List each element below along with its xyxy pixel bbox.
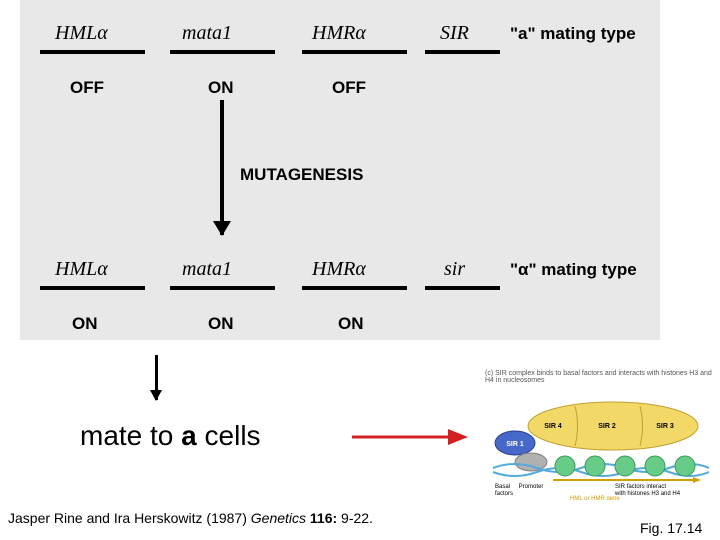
side-text-2: with histones H3 and H4 xyxy=(614,491,681,497)
mate-text-suffix: cells xyxy=(197,420,261,451)
genetics-diagram-panel: HMLα mata1 HMRα SIR "a" mating type OFF … xyxy=(20,0,660,340)
chromosome-seg-top-2 xyxy=(170,50,275,54)
state-top-1: OFF xyxy=(70,78,104,98)
state-top-2: ON xyxy=(208,78,234,98)
locus-sir-top: SIR xyxy=(440,22,469,45)
result-arrow xyxy=(155,355,158,400)
sir3-label: SIR 3 xyxy=(656,423,674,430)
nucleosome-4 xyxy=(645,456,665,476)
nucleosome-5 xyxy=(675,456,695,476)
state-top-3: OFF xyxy=(332,78,366,98)
nucleosome-2 xyxy=(585,456,605,476)
chromosome-seg-top-4 xyxy=(425,50,500,54)
mutagenesis-label: MUTAGENESIS xyxy=(240,165,363,185)
nucleosome-3 xyxy=(615,456,635,476)
sir4-label: SIR 4 xyxy=(544,423,562,430)
locus-hmr-alpha-bot: HMRα xyxy=(312,258,366,281)
chromosome-seg-bot-3 xyxy=(302,286,407,290)
chromosome-seg-top-3 xyxy=(302,50,407,54)
sir2-label: SIR 2 xyxy=(598,423,616,430)
sir-complex-figure: (c) SIR complex binds to basal factors a… xyxy=(485,370,715,500)
chromosome-seg-bot-1 xyxy=(40,286,145,290)
sir1-label: SIR 1 xyxy=(506,441,524,448)
locus-sir-bot: sir xyxy=(444,258,465,281)
locus-hml-alpha-top: HMLα xyxy=(55,22,108,45)
locus-mata1-bot: mata1 xyxy=(182,258,232,281)
state-bot-1: ON xyxy=(72,314,98,334)
basal-label-2: factors xyxy=(495,491,513,497)
sir-caption: (c) SIR complex binds to basal factors a… xyxy=(485,370,715,384)
chromosome-seg-top-1 xyxy=(40,50,145,54)
state-bot-2: ON xyxy=(208,314,234,334)
basal-factors-oval xyxy=(515,453,547,471)
locus-mata1-top: mata1 xyxy=(182,22,232,45)
promoter-label: Promoter xyxy=(519,484,544,490)
mutagenesis-arrow xyxy=(220,100,224,235)
chromosome-seg-bot-4 xyxy=(425,286,500,290)
mating-type-alpha: "α" mating type xyxy=(510,260,637,280)
hml-label: HML or HMR gene xyxy=(570,496,620,500)
mate-text-prefix: mate to xyxy=(80,420,181,451)
nucleosome-1 xyxy=(555,456,575,476)
citation-pages: 9-22. xyxy=(337,510,373,526)
mate-text-bold-a: a xyxy=(181,420,197,451)
basal-label-1: Basal xyxy=(495,484,510,490)
mating-type-a: "a" mating type xyxy=(510,24,636,44)
locus-hmr-alpha-top: HMRα xyxy=(312,22,366,45)
chromosome-seg-bot-2 xyxy=(170,286,275,290)
gene-arrowhead xyxy=(693,477,701,483)
sir-complex-svg: SIR 1 SIR 4 SIR 2 SIR 3 Promoter Basal f… xyxy=(485,388,713,500)
citation-journal: Genetics xyxy=(251,510,306,526)
citation-vol: 116: xyxy=(310,510,337,526)
figure-label: Fig. 17.14 xyxy=(640,520,702,536)
side-text-1: SIR factors interact xyxy=(615,484,666,490)
citation-authors: Jasper Rine and Ira Herskowitz (1987) xyxy=(8,510,251,526)
mate-to-a-cells-text: mate to a cells xyxy=(80,420,261,452)
citation-text: Jasper Rine and Ira Herskowitz (1987) Ge… xyxy=(8,510,373,526)
red-arrow-icon xyxy=(350,425,470,449)
locus-hml-alpha-bot: HMLα xyxy=(55,258,108,281)
state-bot-3: ON xyxy=(338,314,364,334)
